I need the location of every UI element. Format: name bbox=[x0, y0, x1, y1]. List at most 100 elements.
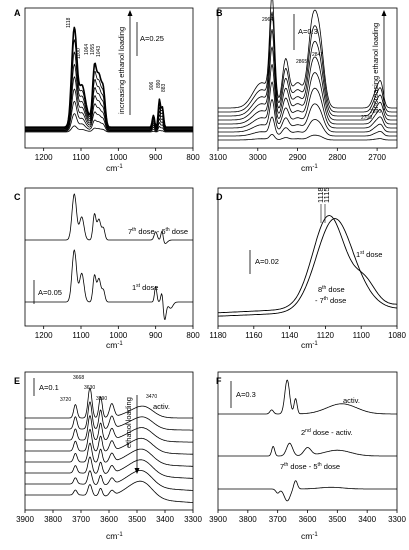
x-tick-label: 1000 bbox=[109, 331, 127, 340]
x-tick-label: 3800 bbox=[239, 515, 257, 524]
panel-d-label-8th-7th-line1: 8th dose bbox=[318, 285, 345, 294]
panel-a-scale-label: A=0.25 bbox=[140, 34, 164, 43]
spectrum-line bbox=[25, 428, 193, 455]
panel-letter-c: C bbox=[14, 192, 21, 202]
panel-letter-a: A bbox=[14, 8, 21, 18]
x-tick-label: 1000 bbox=[109, 153, 127, 162]
panel-a-frame bbox=[24, 7, 194, 149]
panel-e-arrow-label: ethanol loading bbox=[124, 397, 133, 448]
peak-label-1118-d: 1118 bbox=[316, 187, 325, 203]
spectrum-line-2nd-activ bbox=[218, 442, 397, 457]
x-tick-label: 1100 bbox=[353, 331, 371, 340]
x-tick-label: 800 bbox=[186, 153, 200, 162]
x-tick-label: 3900 bbox=[16, 515, 34, 524]
x-tick-label: 3400 bbox=[358, 515, 376, 524]
panel-b-scale-label: A=0.3 bbox=[298, 27, 318, 36]
panel-b-x-label: cm-1 bbox=[301, 163, 318, 173]
peak-label-1115-d: 1115 bbox=[322, 187, 331, 203]
panel-a: A 1200 1100 1000 900 800 cm-1 A=0.25 increas… bbox=[14, 7, 200, 173]
spectrum-line bbox=[218, 99, 397, 133]
panel-letter-f: F bbox=[216, 376, 222, 386]
panel-e-arrowhead bbox=[134, 468, 140, 474]
peak-label-1118: 1118 bbox=[66, 17, 72, 28]
x-tick-label: 900 bbox=[149, 153, 163, 162]
panel-d-x-label: cm-1 bbox=[301, 340, 318, 350]
peak-label-1043: 1043 bbox=[96, 46, 102, 57]
x-tick-label: 2700 bbox=[368, 153, 386, 162]
panel-a-arrowhead bbox=[127, 10, 133, 16]
x-tick-label: 3700 bbox=[269, 515, 287, 524]
panel-d-scale-label: A=0.02 bbox=[255, 257, 279, 266]
panel-d: D 1180 1160 1140 1120 1100 1080 cm-1 A=0.02 1… bbox=[209, 187, 406, 350]
x-tick-label: 3500 bbox=[328, 515, 346, 524]
panel-b-arrow-label: increasing ethanol loading bbox=[371, 23, 380, 110]
spectrum-line bbox=[24, 26, 194, 128]
panel-b-x-ticks: 3100 3000 2900 2800 2700 bbox=[209, 148, 387, 162]
panel-e: E 3900 3800 3700 3600 3500 3400 3300 cm-1 A=0.… bbox=[14, 371, 202, 541]
panel-a-spectra bbox=[24, 26, 194, 133]
x-tick-label: 2800 bbox=[328, 153, 346, 162]
panel-letter-d: D bbox=[216, 192, 223, 202]
spectrum-line bbox=[218, 81, 397, 129]
peak-label-906: 906 bbox=[149, 81, 155, 90]
peak-label-3720: 3720 bbox=[60, 397, 71, 403]
panel-c-label-7th-6th: 7th dose - 6th dose bbox=[128, 227, 188, 236]
panel-a-arrow-label: increasing ethanol loading bbox=[117, 27, 126, 114]
peak-label-2700: 2700 bbox=[361, 115, 372, 121]
panel-e-x-label: cm-1 bbox=[106, 531, 123, 541]
x-tick-label: 3700 bbox=[72, 515, 90, 524]
spectrum-line-1st bbox=[25, 249, 193, 320]
spectrum-line bbox=[218, 134, 397, 141]
panel-e-x-ticks: 3900 3800 3700 3600 3500 3400 3300 bbox=[16, 510, 202, 524]
x-tick-label: 1100 bbox=[72, 331, 90, 340]
panel-letter-e: E bbox=[14, 376, 20, 386]
spectrum-line bbox=[218, 0, 397, 109]
panel-f-label-2nd: 2nd dose - activ. bbox=[301, 428, 353, 437]
x-tick-label: 1140 bbox=[281, 331, 299, 340]
panel-f-scale-label: A=0.3 bbox=[236, 390, 256, 399]
spectrum-line bbox=[25, 387, 193, 419]
x-tick-label: 3300 bbox=[184, 515, 202, 524]
peak-label-2964: 2964 bbox=[262, 17, 273, 23]
spectrum-line bbox=[25, 113, 193, 132]
panel-letter-b: B bbox=[216, 8, 223, 18]
panel-a-peak-labels: 1118 1100 1064 1055 1043 906 890 883 bbox=[66, 17, 167, 92]
panel-c: C 1200 1100 1000 900 800 cm-1 A=0.05 7th dos… bbox=[14, 187, 200, 350]
x-tick-label: 1080 bbox=[388, 331, 406, 340]
peak-label-1064: 1064 bbox=[84, 44, 90, 55]
panel-d-label-1st: 1st dose bbox=[356, 250, 382, 259]
spectrum-line bbox=[25, 125, 193, 133]
panel-f-x-ticks: 3900 3800 3700 3600 3500 3400 3300 bbox=[209, 510, 406, 524]
spectrum-line bbox=[25, 401, 193, 431]
x-tick-label: 1160 bbox=[245, 331, 263, 340]
panel-e-spectra bbox=[25, 387, 194, 503]
panel-b-frame bbox=[217, 7, 398, 149]
panel-c-scale-label: A=0.05 bbox=[38, 288, 62, 297]
panel-c-label-1st: 1st dose bbox=[132, 283, 158, 292]
spectrum-line bbox=[25, 442, 193, 467]
peak-label-3668: 3668 bbox=[73, 375, 84, 381]
x-tick-label: 3600 bbox=[299, 515, 317, 524]
peak-label-3470: 3470 bbox=[146, 394, 157, 400]
x-tick-label: 3000 bbox=[249, 153, 267, 162]
spectrum-line bbox=[25, 51, 193, 129]
panel-d-label-8th-7th-line2: - 7th dose bbox=[315, 296, 346, 305]
x-tick-label: 3400 bbox=[156, 515, 174, 524]
peak-label-2690: 2690 bbox=[370, 109, 381, 115]
spectrum-line-8th-7th bbox=[217, 218, 398, 317]
spectrum-line-1st bbox=[217, 215, 397, 314]
x-tick-label: 1200 bbox=[35, 153, 53, 162]
spectrum-line-7th-5th bbox=[218, 480, 397, 502]
panel-d-spectra bbox=[217, 215, 398, 317]
peak-label-1100: 1100 bbox=[76, 48, 82, 59]
panel-f: F 3900 3800 3700 3600 3500 3400 3300 cm-1 A=0.… bbox=[209, 371, 406, 541]
panel-c-frame bbox=[24, 187, 194, 327]
spectrum-line bbox=[25, 470, 194, 491]
spectrum-line bbox=[218, 116, 397, 137]
panel-b-peak-labels: 2964 2865 2847 2690 2700 bbox=[262, 17, 381, 121]
spectrum-line bbox=[25, 100, 193, 132]
x-tick-label: 3600 bbox=[100, 515, 118, 524]
panel-c-x-label: cm-1 bbox=[106, 340, 123, 350]
x-tick-label: 3100 bbox=[209, 153, 227, 162]
